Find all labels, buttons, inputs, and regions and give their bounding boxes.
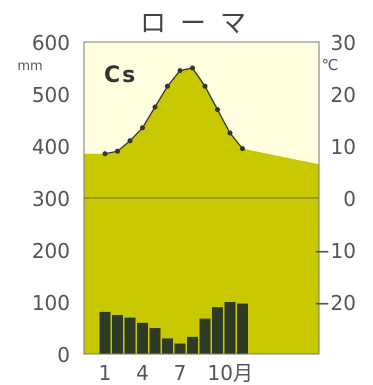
precip-bar-2 bbox=[112, 315, 123, 354]
right-axis-ticks: 30 20 10 0 −10 −20 bbox=[314, 31, 356, 315]
temp-point-1 bbox=[102, 151, 108, 157]
right-tick--10: −10 bbox=[314, 239, 356, 263]
precip-bar-10 bbox=[212, 307, 223, 354]
chart-title: ローマ bbox=[140, 9, 260, 39]
temp-point-4 bbox=[140, 125, 145, 131]
x-axis-ticks: 1 4 7 10月 bbox=[99, 361, 253, 385]
right-tick-10: 10 bbox=[331, 135, 356, 159]
temperature-points bbox=[102, 65, 245, 157]
temp-point-8 bbox=[190, 65, 195, 71]
left-tick-300: 300 bbox=[32, 187, 70, 211]
left-tick-400: 400 bbox=[32, 135, 70, 159]
precip-bar-6 bbox=[162, 338, 173, 354]
temperature-area bbox=[84, 68, 319, 354]
left-axis-ticks: 0 100 200 300 400 500 600 bbox=[32, 31, 70, 367]
x-tick-1: 1 bbox=[99, 361, 112, 385]
precip-bar-9 bbox=[199, 318, 211, 354]
temp-point-7 bbox=[177, 68, 183, 74]
temp-point-5 bbox=[152, 104, 158, 110]
precip-bar-3 bbox=[124, 317, 136, 354]
left-tick-100: 100 bbox=[32, 291, 70, 315]
climate-code-label: Cs bbox=[104, 63, 137, 88]
right-tick-30: 30 bbox=[331, 31, 356, 55]
right-axis-unit: ℃ bbox=[322, 56, 339, 74]
temp-point-12 bbox=[240, 146, 245, 152]
precip-bar-4 bbox=[137, 322, 148, 354]
left-tick-200: 200 bbox=[32, 239, 70, 263]
precipitation-bars bbox=[99, 302, 248, 354]
x-tick-10: 10月 bbox=[208, 361, 253, 385]
temp-point-2 bbox=[115, 148, 120, 154]
left-tick-500: 500 bbox=[32, 83, 70, 107]
precip-bar-12 bbox=[237, 303, 248, 354]
temp-point-3 bbox=[127, 138, 133, 144]
left-axis-unit: mm bbox=[17, 59, 42, 74]
temp-point-11 bbox=[227, 130, 233, 136]
plot-area bbox=[83, 41, 320, 355]
right-tick-20: 20 bbox=[331, 83, 356, 107]
precip-bar-1 bbox=[99, 311, 111, 354]
plot-frame bbox=[83, 41, 320, 355]
temp-point-10 bbox=[215, 107, 220, 113]
temp-point-6 bbox=[165, 83, 170, 89]
left-tick-600: 600 bbox=[32, 31, 70, 55]
right-tick--20: −20 bbox=[314, 291, 356, 315]
precip-bar-7 bbox=[174, 343, 186, 354]
x-tick-4: 4 bbox=[136, 361, 149, 385]
temperature-line bbox=[104, 67, 244, 155]
right-tick-0: 0 bbox=[343, 187, 356, 211]
left-tick-0: 0 bbox=[57, 343, 70, 367]
precip-bar-5 bbox=[149, 328, 161, 354]
precip-bar-11 bbox=[224, 302, 236, 354]
precip-bar-8 bbox=[187, 336, 198, 354]
x-tick-7: 7 bbox=[174, 361, 187, 385]
temp-point-9 bbox=[202, 83, 208, 89]
